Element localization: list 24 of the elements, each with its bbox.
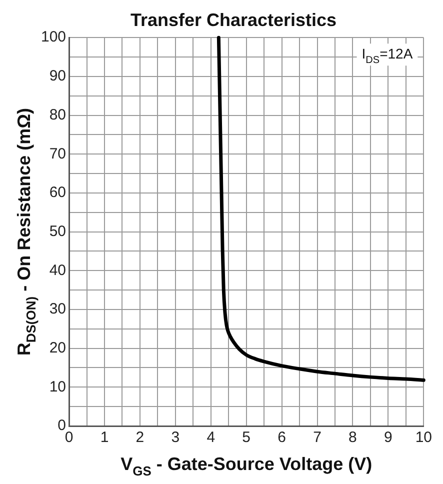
x-tick-label: 9 <box>384 429 392 446</box>
y-tick-label: 30 <box>49 300 66 318</box>
x-tick-label: 2 <box>136 429 144 446</box>
x-tick-label: 3 <box>171 429 180 446</box>
x-tick-label: 7 <box>313 429 322 446</box>
chart-title: Transfer Characteristics <box>130 10 337 30</box>
x-tick-label: 1 <box>100 429 109 446</box>
y-axis-title: RDS(ON) - On Resistance (mΩ) <box>14 108 38 356</box>
y-tick-label: 90 <box>49 68 66 85</box>
x-tick-label: 8 <box>348 429 357 446</box>
y-tick-label: 60 <box>49 184 66 202</box>
y-tick-label: 0 <box>58 417 66 434</box>
x-tick-label: 10 <box>415 429 432 446</box>
x-tick-label: 5 <box>242 429 251 446</box>
y-tick-label: 80 <box>49 106 66 124</box>
x-tick-label: 4 <box>206 429 216 446</box>
y-tick-label: 10 <box>49 378 66 396</box>
y-tick-label: 50 <box>49 222 66 240</box>
y-tick-label: 40 <box>49 262 66 279</box>
y-tick-label: 20 <box>49 339 66 356</box>
x-tick-label: 6 <box>278 429 286 446</box>
y-tick-label: 100 <box>40 28 66 46</box>
line-series <box>216 36 426 382</box>
y-tick-label: 70 <box>49 145 66 162</box>
